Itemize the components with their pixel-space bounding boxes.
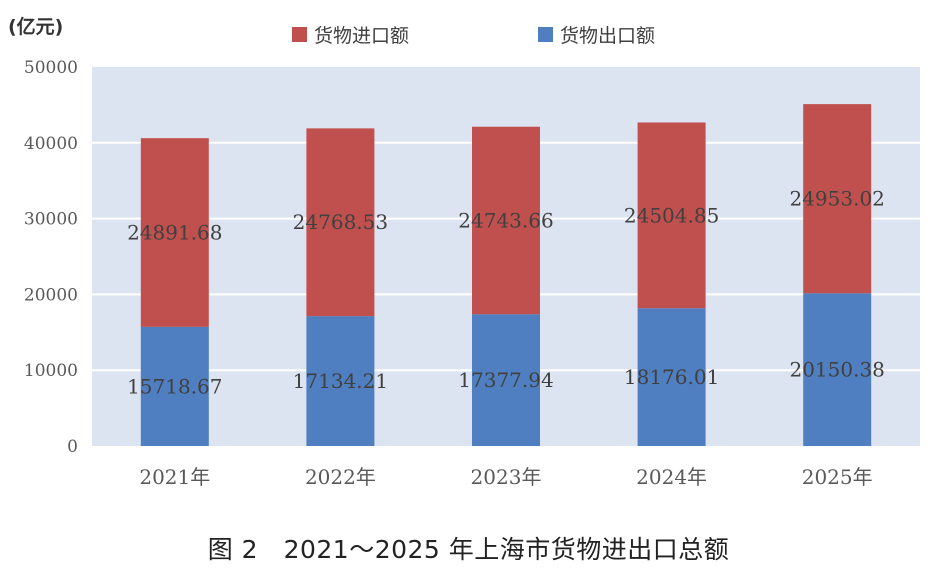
figure-caption: 图 2 2021～2025 年上海市货物进出口总额 (207, 535, 730, 564)
data-label: 24953.02 (789, 187, 884, 211)
legend-label: 货物出口额 (560, 25, 655, 47)
data-label: 24891.68 (127, 221, 222, 245)
data-label: 24504.85 (624, 203, 719, 227)
stacked-bar-chart: 15718.67 24891.68 17134.21 24768.53 17377.94… (8, 15, 920, 489)
data-labels: 15718.67 24891.68 17134.21 24768.53 17377.94… (127, 187, 885, 399)
x-category-label: 2023年 (471, 465, 542, 489)
data-label: 15718.67 (127, 374, 222, 398)
legend: 货物进口额 货物出口额 (292, 25, 655, 47)
bar-segment (803, 104, 872, 294)
bar-segment (306, 316, 375, 446)
x-category-label: 2021年 (139, 465, 210, 489)
bar-segment (803, 293, 872, 446)
data-label: 20150.38 (789, 358, 884, 382)
x-category-label: 2024年 (636, 465, 707, 489)
y-axis-ticks: 0 10000 20000 30000 40000 50000 (24, 58, 78, 457)
legend-label: 货物进口额 (314, 25, 409, 47)
data-label: 24743.66 (458, 208, 553, 232)
bar-segment (140, 138, 209, 327)
legend-swatch (538, 27, 553, 42)
x-category-label: 2025年 (802, 465, 873, 489)
y-tick-label: 50000 (24, 58, 78, 78)
x-category-label: 2022年 (305, 465, 376, 489)
data-label: 17377.94 (458, 368, 553, 392)
bar-segment (472, 126, 540, 315)
bars (140, 104, 872, 446)
data-label: 17134.21 (293, 369, 388, 393)
y-tick-label: 30000 (24, 210, 78, 230)
data-label: 18176.01 (624, 365, 719, 389)
data-label: 24768.53 (293, 210, 388, 234)
bar-segment (140, 326, 209, 446)
y-tick-label: 10000 (24, 361, 78, 381)
y-tick-label: 0 (67, 437, 78, 457)
legend-swatch (292, 27, 307, 42)
y-tick-label: 40000 (24, 134, 78, 154)
y-axis-unit-label: (亿元) (8, 15, 63, 38)
bar-segment (306, 128, 375, 317)
bar-segment (472, 314, 540, 446)
bar-segment (637, 122, 706, 309)
x-axis-categories: 2021年 2022年 2023年 2024年 2025年 (139, 465, 872, 489)
y-tick-label: 20000 (24, 285, 78, 305)
bar-segment (637, 308, 706, 446)
